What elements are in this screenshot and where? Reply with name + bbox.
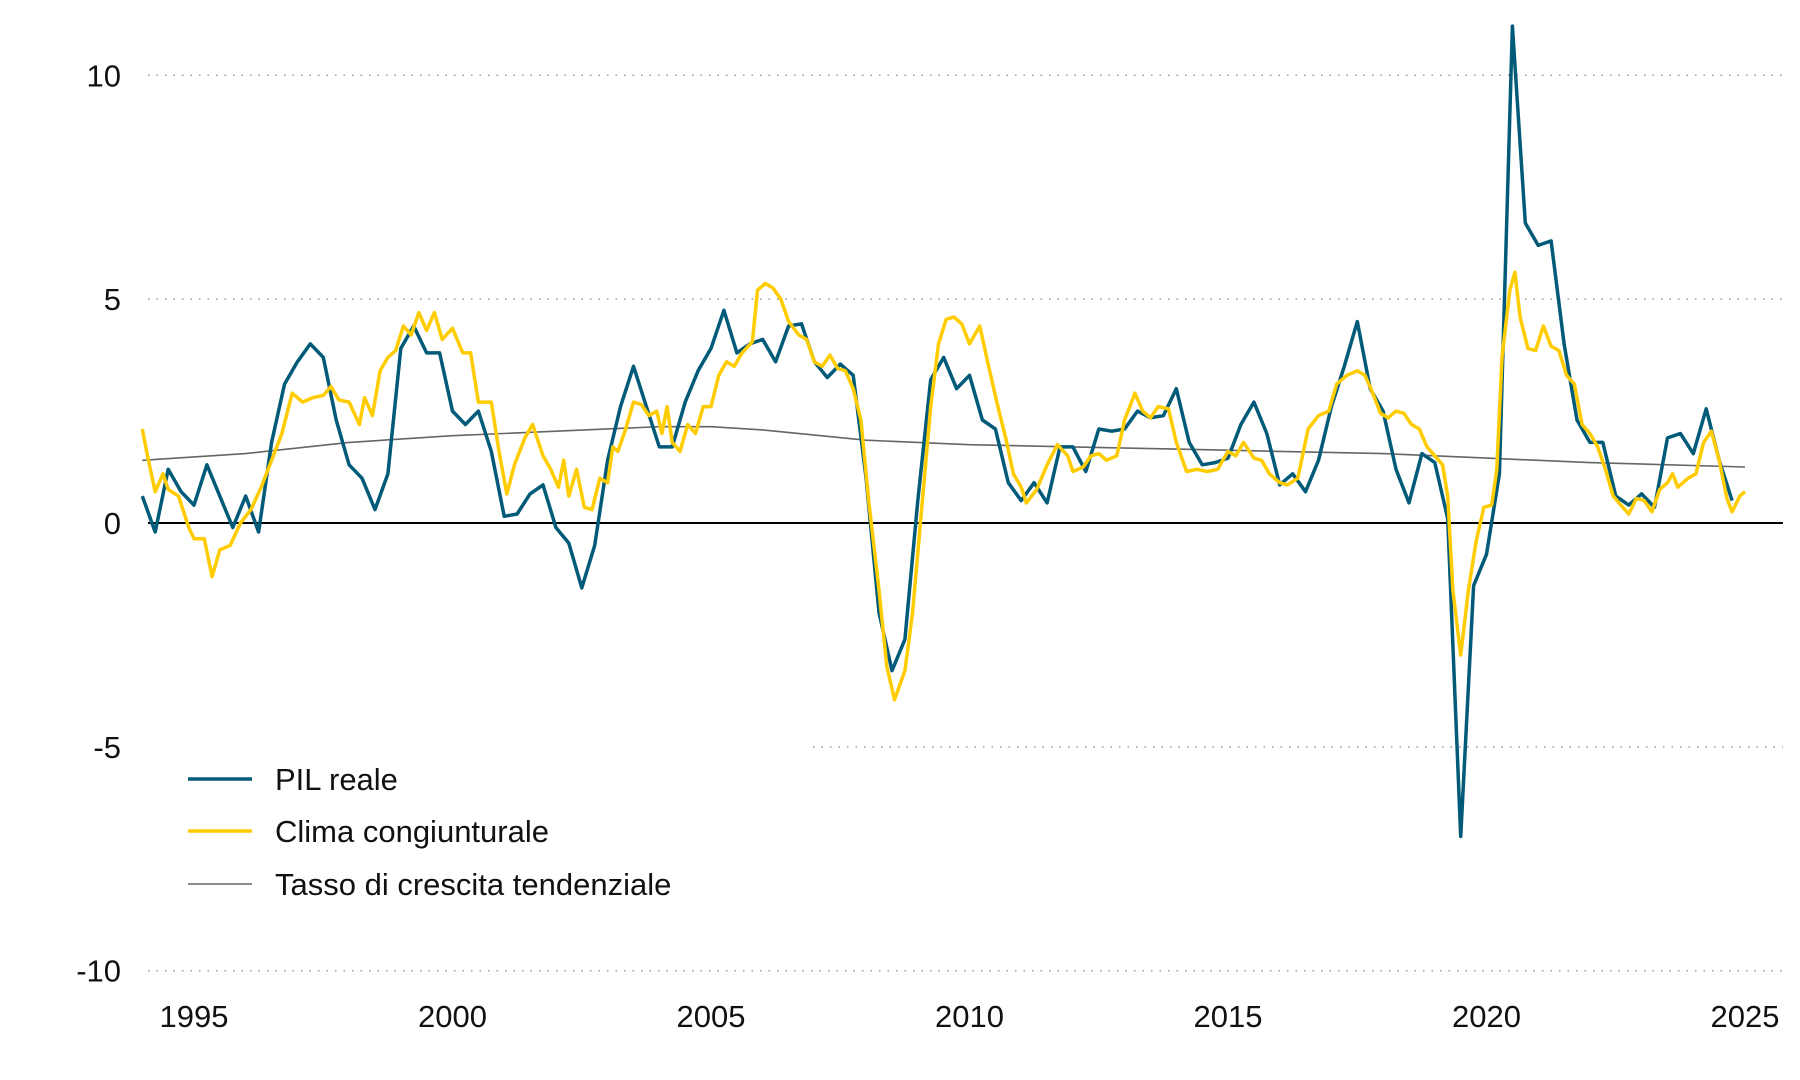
- series-line-pil-reale: [140, 24, 1734, 839]
- legend-label: Tasso di crescita tendenziale: [275, 867, 671, 902]
- series-line-tasso-di-crescita-tendenziale: [142, 425, 1746, 468]
- series-lines: [140, 24, 1747, 839]
- x-tick-label: 1995: [160, 999, 229, 1034]
- x-tick-label: 2010: [935, 999, 1004, 1034]
- x-axis-tick-labels: 1995 2000 2005 2010 2015 2020 2025: [160, 999, 1780, 1034]
- x-tick-label: 2005: [677, 999, 746, 1034]
- legend-label: PIL reale: [275, 762, 398, 797]
- series-line-clima-congiunturale: [140, 270, 1747, 702]
- legend-label: Clima congiunturale: [275, 814, 549, 849]
- x-tick-label: 2025: [1711, 999, 1780, 1034]
- y-tick-label: 5: [104, 282, 121, 317]
- x-tick-label: 2000: [418, 999, 487, 1034]
- x-tick-label: 2015: [1194, 999, 1263, 1034]
- y-tick-label: -5: [93, 730, 121, 765]
- y-tick-label: 0: [104, 506, 121, 541]
- legend: PIL reale Clima congiunturale Tasso di cre…: [188, 762, 671, 902]
- gridlines: [148, 74, 1783, 972]
- y-tick-label: 10: [87, 58, 121, 93]
- x-tick-label: 2020: [1452, 999, 1521, 1034]
- y-axis-tick-labels: 10 5 0 -5 -10: [76, 58, 121, 988]
- y-tick-label: -10: [76, 954, 121, 989]
